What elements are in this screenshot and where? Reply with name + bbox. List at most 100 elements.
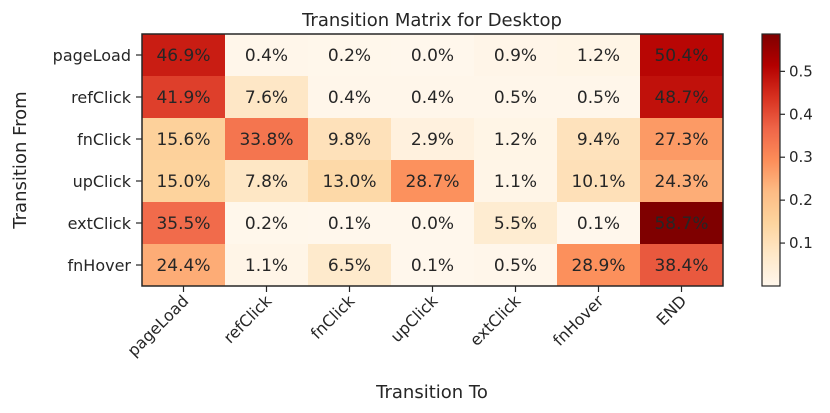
heatmap-cell bbox=[557, 244, 641, 287]
cell-value-label: 0.0% bbox=[411, 214, 454, 234]
cell-value-label: 0.1% bbox=[411, 256, 454, 276]
heatmap-cell bbox=[474, 118, 558, 161]
heatmap-cell bbox=[474, 160, 558, 203]
heatmap-cell bbox=[308, 34, 392, 77]
heatmap-cell bbox=[391, 202, 475, 245]
cell-value-label: 0.9% bbox=[494, 46, 537, 66]
heatmap-cell bbox=[557, 76, 641, 119]
heatmap-cell bbox=[474, 76, 558, 119]
heatmap-cell bbox=[640, 244, 724, 287]
heatmap-cell bbox=[391, 244, 475, 287]
colorbar-tick-label: 0.3 bbox=[789, 148, 813, 166]
heatmap-cells bbox=[142, 34, 724, 287]
y-tick-label: pageLoad bbox=[53, 46, 131, 65]
cell-value-label: 33.8% bbox=[239, 130, 293, 150]
heatmap-cell bbox=[557, 34, 641, 77]
cell-value-label: 50.4% bbox=[654, 46, 708, 66]
heatmap-cell bbox=[308, 76, 392, 119]
heatmap-cell bbox=[225, 202, 309, 245]
x-axis-ticks: pageLoad refClick fnClick upClick extClick fn… bbox=[123, 286, 690, 360]
cell-value-label: 0.4% bbox=[411, 88, 454, 108]
heatmap-cell bbox=[142, 244, 226, 287]
x-tick-label: fnClick bbox=[307, 291, 359, 343]
y-tick-label: fnClick bbox=[77, 130, 132, 149]
cell-value-label: 41.9% bbox=[156, 88, 210, 108]
x-tick-label: upClick bbox=[387, 291, 442, 346]
heatmap-cell bbox=[308, 244, 392, 287]
cell-value-label: 0.1% bbox=[577, 214, 620, 234]
heatmap-cell bbox=[474, 202, 558, 245]
cell-value-label: 1.2% bbox=[577, 46, 620, 66]
cell-value-label: 9.8% bbox=[328, 130, 371, 150]
cell-value-label: 28.9% bbox=[571, 256, 625, 276]
chart-title: Transition Matrix for Desktop bbox=[301, 10, 562, 31]
cell-value-label: 7.8% bbox=[245, 172, 288, 192]
cell-value-label: 24.3% bbox=[654, 172, 708, 192]
cell-value-label: 0.4% bbox=[328, 88, 371, 108]
heatmap-cell bbox=[640, 160, 724, 203]
y-tick-label: extClick bbox=[68, 214, 132, 233]
cell-value-label: 0.4% bbox=[245, 46, 288, 66]
heatmap-cell bbox=[142, 118, 226, 161]
heatmap-cell bbox=[142, 34, 226, 77]
cell-value-label: 10.1% bbox=[571, 172, 625, 192]
cell-value-label: 7.6% bbox=[245, 88, 288, 108]
cell-value-label: 1.2% bbox=[494, 130, 537, 150]
cell-value-label: 0.2% bbox=[328, 46, 371, 66]
colorbar-gradient bbox=[761, 33, 781, 287]
heatmap-cell bbox=[391, 160, 475, 203]
heatmap-cell bbox=[474, 244, 558, 287]
cell-value-label: 15.6% bbox=[156, 130, 210, 150]
cell-value-label: 48.7% bbox=[654, 88, 708, 108]
heatmap-cell bbox=[308, 118, 392, 161]
colorbar-tick-label: 0.5 bbox=[789, 62, 813, 80]
heatmap-cell bbox=[308, 160, 392, 203]
heatmap-cell bbox=[142, 202, 226, 245]
cell-value-label: 0.5% bbox=[494, 88, 537, 108]
x-tick-label: END bbox=[653, 291, 691, 329]
cell-value-label: 46.9% bbox=[156, 46, 210, 66]
cell-value-label: 5.5% bbox=[494, 214, 537, 234]
cell-value-label: 35.5% bbox=[156, 214, 210, 234]
cell-value-label: 28.7% bbox=[405, 172, 459, 192]
y-tick-label: fnHover bbox=[68, 256, 132, 275]
x-axis-label: Transition To bbox=[375, 382, 488, 403]
colorbar-tick-label: 0.1 bbox=[789, 234, 813, 252]
x-tick-label: fnHover bbox=[549, 291, 608, 350]
y-axis-label: Transition From bbox=[10, 91, 31, 229]
heatmap-cell bbox=[640, 202, 724, 245]
x-tick-label: pageLoad bbox=[123, 291, 192, 360]
heatmap-cell bbox=[225, 160, 309, 203]
x-tick-label: extClick bbox=[466, 291, 525, 350]
cell-value-label: 0.2% bbox=[245, 214, 288, 234]
heatmap-cell bbox=[640, 76, 724, 119]
heatmap-cell bbox=[640, 118, 724, 161]
heatmap-cell bbox=[308, 202, 392, 245]
cell-value-label: 9.4% bbox=[577, 130, 620, 150]
cell-value-label: 2.9% bbox=[411, 130, 454, 150]
cell-value-label: 0.0% bbox=[411, 46, 454, 66]
heatmap-cell bbox=[474, 34, 558, 77]
cell-value-label: 1.1% bbox=[494, 172, 537, 192]
heatmap-cell bbox=[391, 118, 475, 161]
cell-value-label: 24.4% bbox=[156, 256, 210, 276]
cell-value-label: 1.1% bbox=[245, 256, 288, 276]
cell-value-label: 0.1% bbox=[328, 214, 371, 234]
cell-value-label: 38.4% bbox=[654, 256, 708, 276]
heatmap-cell bbox=[225, 244, 309, 287]
colorbar: 0.1 0.2 0.3 0.4 0.5 bbox=[761, 33, 813, 287]
heatmap-cell bbox=[225, 118, 309, 161]
heatmap-cell bbox=[142, 160, 226, 203]
cell-value-label: 6.5% bbox=[328, 256, 371, 276]
cell-value-label: 13.0% bbox=[322, 172, 376, 192]
heatmap-cell bbox=[225, 34, 309, 77]
heatmap-cell bbox=[391, 76, 475, 119]
y-tick-label: upClick bbox=[73, 172, 132, 191]
colorbar-tick-label: 0.4 bbox=[789, 105, 813, 123]
cell-value-label: 58.7% bbox=[654, 214, 708, 234]
heatmap-cell bbox=[557, 160, 641, 203]
colorbar-ticks: 0.1 0.2 0.3 0.4 0.5 bbox=[780, 62, 813, 252]
cell-value-label: 27.3% bbox=[654, 130, 708, 150]
heatmap-cell bbox=[391, 34, 475, 77]
